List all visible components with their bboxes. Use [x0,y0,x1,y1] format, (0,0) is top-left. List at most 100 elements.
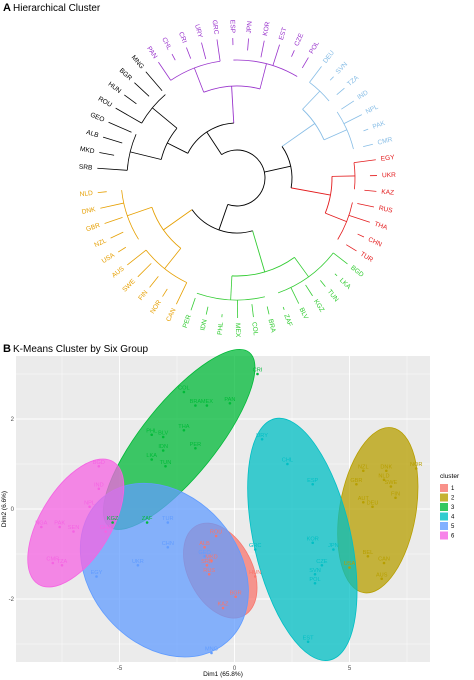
cluster-4-point [306,640,310,644]
dendrogram-leaf-label: IDN [199,319,208,332]
legend-label-2: 2 [451,496,455,502]
point-label: TUN [160,460,172,466]
point-label: PHL [146,428,157,434]
point-label: GHA [100,525,112,531]
point-label: AUS [376,572,388,578]
dendrogram-leaf-label: TUN [326,288,340,303]
cluster-6-point [97,464,101,468]
panel-b-title: K-Means Cluster by Six Group [13,344,148,355]
cluster-1-point [253,575,257,578]
point-label: SWE [385,480,398,486]
dendrogram-leaf-label: RUS [378,205,394,215]
dendrogram-leaf-label: DNK [81,206,97,216]
dendrogram-leaf-branch [115,107,142,124]
dendrogram-cluster-stem [281,123,316,147]
point-label: MEX [201,399,213,405]
dendrogram-leaf-label: BLV [298,307,310,321]
cluster-6-point [97,487,101,491]
point-label: SEN [68,525,80,531]
point-label: COL [178,386,190,392]
point-label: CHL [282,458,293,464]
dendrogram-leaf-branch [158,61,172,81]
cluster-4-point [311,541,315,545]
point-label: MKD [205,554,217,560]
dendrogram-leaf-branch [336,87,345,95]
cluster-legend: cluster 1 2 3 4 5 6 [440,473,460,540]
point-label: PAN [224,397,235,403]
point-label: MNG [205,647,218,653]
x-tick-label: 0 [233,666,237,672]
cluster-6-point [104,530,107,533]
panel-a-title: Hierarchical Cluster [13,3,101,14]
dendrogram-leaf-label: CMR [377,136,393,146]
dendrogram-leaf-branch [363,143,373,148]
cluster-6-point [51,561,55,565]
dendrogram-leaf-branch [110,231,124,239]
cluster-4-point [260,437,264,441]
cluster-5-point [210,651,213,655]
point-label: CHN [162,541,174,547]
dendrogram-cluster-stem [231,86,235,124]
dendrogram-leaf-branch [357,233,365,238]
dendrogram-leaf-label: GRC [210,20,219,36]
point-label: BGD [93,460,105,466]
dendrogram-leaf-branch [272,44,280,66]
dendrogram-leaf-label: SRB [79,164,94,172]
dendrogram-leaf-branch [364,189,377,192]
point-label: BRA [190,399,202,405]
cluster-3-point [145,521,149,524]
dendrogram-leaf-branch [333,252,348,265]
cluster-2-point [371,505,374,509]
legend-swatch-4 [440,512,448,521]
dendrogram-leaf-label: TZA [346,74,361,88]
dendrogram-leaf-label: AUS [111,265,126,279]
dendrogram-leaf-label: MEX [234,323,241,338]
cluster-2-point [362,469,365,473]
dendrogram-leaf-label: ZAF [282,313,293,327]
cluster-2-point [389,485,393,488]
dendrogram-leaf-label: CHL [160,36,172,51]
dendrogram-leaf-branch [320,280,326,287]
cluster-2-point [385,469,388,473]
point-label: NZL [358,464,369,470]
point-label: NOR [410,462,422,468]
dendrogram-leaf-label: URY [193,24,203,40]
dendrogram-leaf-label: COL [250,322,259,337]
cluster-4-point [253,548,257,551]
dendrogram-leaf-label: TUR [359,251,374,264]
dendrogram-leaf-label: BRA [267,318,277,333]
point-label: EST [303,635,314,641]
legend-swatch-1 [440,484,448,492]
dendrogram-leaf-label: KGZ [312,298,325,313]
cluster-5-point [166,521,170,524]
cluster-5-point [203,554,206,558]
y-tick-label: 2 [11,417,15,423]
legend-label-6: 6 [451,534,455,540]
point-label: CZE [316,559,327,565]
cluster-2-point [348,566,351,569]
dendrogram-subcluster-arc [121,190,139,240]
dendrogram-leaf-branch [251,304,254,318]
point-label: JPN [328,543,339,549]
cluster-3-point [228,401,232,405]
dendrogram-leaf-branch [260,40,265,58]
dendrogram-leaf-branch [145,71,163,91]
dendrogram-leaf-branch [100,202,124,209]
point-label: GBR [350,478,362,484]
dendrogram-leaf-label: GEO [89,111,105,123]
dendrogram-leaf-label: CHN [367,236,383,248]
dendrogram-leaf-label: PAK [372,120,387,131]
cluster-3-point [194,446,197,450]
cluster-1-point [203,545,206,549]
point-label: BEL [363,550,374,556]
cluster-1-point [207,572,211,576]
legend-label-4: 4 [451,515,455,521]
point-label: SVN [309,568,321,574]
dendrogram-leaf-label: IND [356,89,370,101]
dendrogram-subcluster-branch [302,90,321,110]
dendrogram-leaf-branch [205,306,209,315]
legend-label-5: 5 [451,524,455,530]
point-label: USA [344,561,356,567]
point-label: SRB [201,559,213,565]
